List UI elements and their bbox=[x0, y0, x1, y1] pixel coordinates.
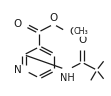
Text: NH: NH bbox=[60, 73, 75, 83]
Text: O: O bbox=[14, 19, 22, 29]
Text: O: O bbox=[49, 13, 58, 23]
Text: O: O bbox=[69, 27, 77, 37]
Text: N: N bbox=[14, 65, 22, 75]
Text: CH₃: CH₃ bbox=[74, 27, 88, 36]
Text: O: O bbox=[78, 35, 86, 46]
